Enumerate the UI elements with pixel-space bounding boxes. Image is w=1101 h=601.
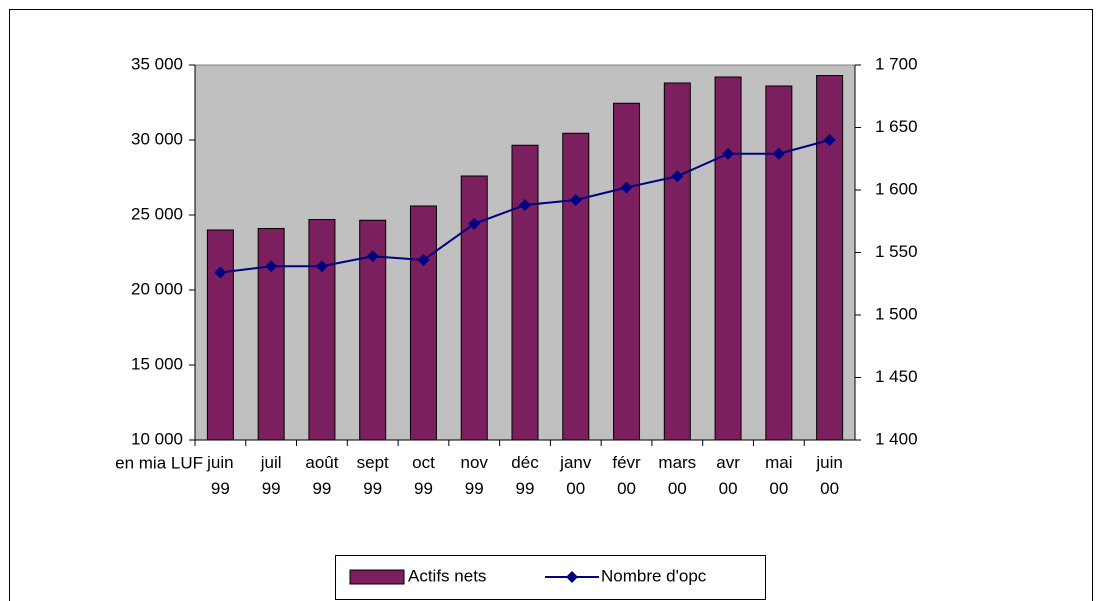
x-tick-label: déc 99 <box>511 453 539 498</box>
y2-tick-label: 1 550 <box>875 242 918 261</box>
marker <box>265 260 278 273</box>
x-tick-label: mai 00 <box>765 453 792 498</box>
x-tick-label: juin 99 <box>206 453 233 498</box>
x-tick-label: janv 00 <box>559 453 592 498</box>
y2-tick-label: 1 500 <box>875 304 918 323</box>
x-tick-label: oct 99 <box>412 453 435 498</box>
x-tick-label: août 99 <box>305 453 338 498</box>
marker <box>468 217 481 230</box>
x-tick-label: nov 99 <box>461 453 489 498</box>
legend-label: Actifs nets <box>408 566 486 585</box>
marker <box>671 170 684 183</box>
marker <box>722 147 735 160</box>
bar <box>613 102 641 441</box>
y2-tick-label: 1 650 <box>875 117 918 136</box>
legend-swatch <box>349 569 405 585</box>
bar <box>714 76 742 441</box>
bar <box>816 75 844 441</box>
legend-marker <box>566 571 578 583</box>
y-tick-label: 30 000 <box>131 129 183 148</box>
bar <box>562 132 590 441</box>
bar <box>511 144 539 441</box>
legend-label: Nombre d'opc <box>601 566 707 585</box>
marker <box>823 134 836 146</box>
y-tick-label: 15 000 <box>131 354 183 373</box>
y-tick-label: 10 000 <box>131 429 183 448</box>
x-tick-label: avr 00 <box>716 453 740 498</box>
marker <box>519 199 531 211</box>
y2-tick-label: 1 450 <box>875 367 918 386</box>
y-tick-label: 35 000 <box>131 54 183 73</box>
bar <box>409 205 437 441</box>
bar <box>663 82 691 441</box>
bar <box>765 85 793 441</box>
x-tick-label: mars 00 <box>658 453 696 498</box>
marker <box>214 266 227 279</box>
bar <box>257 228 285 441</box>
y2-tick-label: 1 400 <box>875 429 918 448</box>
bar <box>460 175 488 441</box>
y-tick-label: 20 000 <box>131 279 183 298</box>
x-tick-label: juil 99 <box>260 453 282 498</box>
x-tick-label: févr 00 <box>612 453 641 498</box>
marker <box>569 194 582 206</box>
bar <box>308 219 336 441</box>
y2-tick-label: 1 600 <box>875 179 918 198</box>
y2-tick-label: 1 700 <box>875 54 918 73</box>
annotation: en mia LUF <box>115 453 203 472</box>
x-tick-label: sept 99 <box>357 453 389 498</box>
y-tick-label: 25 000 <box>131 204 183 223</box>
marker <box>417 254 430 266</box>
bar <box>206 229 234 441</box>
x-tick-label: juin 00 <box>815 453 842 498</box>
marker <box>315 260 328 273</box>
marker <box>772 147 785 160</box>
marker <box>366 250 379 263</box>
marker <box>620 181 633 194</box>
